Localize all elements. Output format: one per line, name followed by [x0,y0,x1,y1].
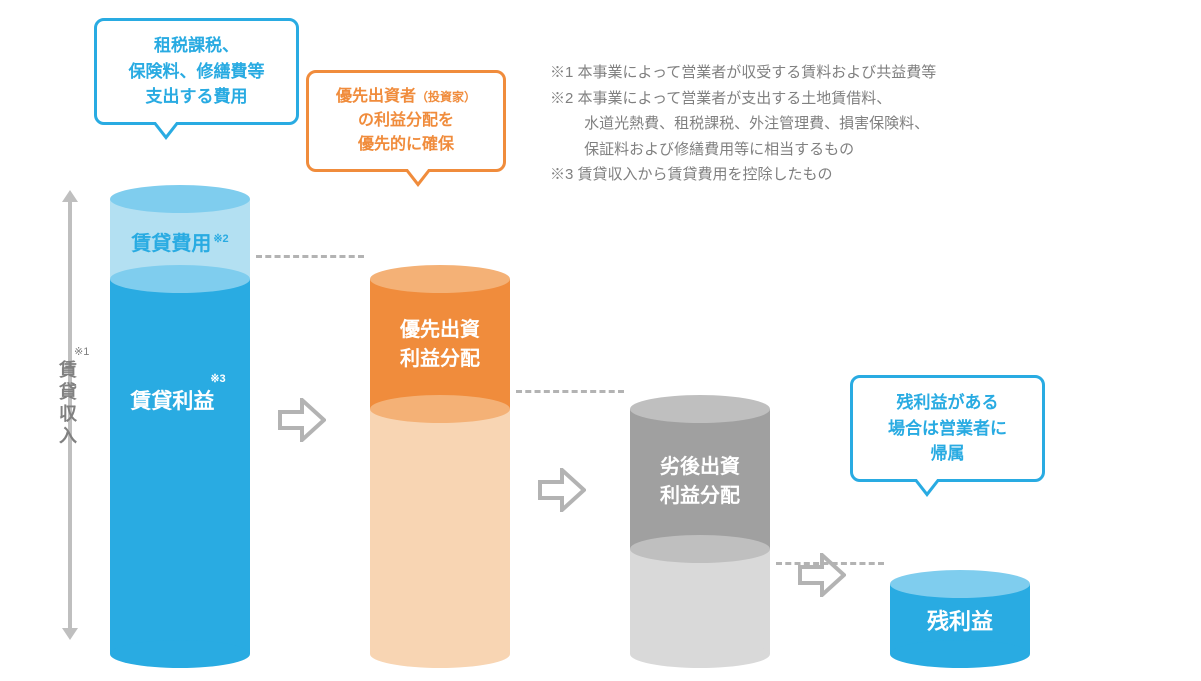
cylinder-rental-income: 賃貸費用※2賃貸利益※3 [110,185,250,668]
cylinder-subordinate-distribution: 劣後出資利益分配 [630,395,770,668]
vaxis-label: 賃貸収入 [54,360,80,448]
cylinder-residual-profit: 残利益 [890,570,1030,668]
cylinder-senior-distribution: 優先出資利益分配 [370,265,510,668]
callout-priority: 優先出資者（投資家）の利益分配を優先的に確保 [306,70,506,172]
callout-residual: 残利益がある場合は営業者に帰属 [850,375,1045,482]
footnotes: ※1 本事業によって営業者が収受する賃料および共益費等※2 本事業によって営業者… [550,60,936,188]
vertical-axis: 賃貸収入※1 [60,190,80,640]
callout-expenses: 租税課税、保険料、修繕費等支出する費用 [94,18,299,125]
